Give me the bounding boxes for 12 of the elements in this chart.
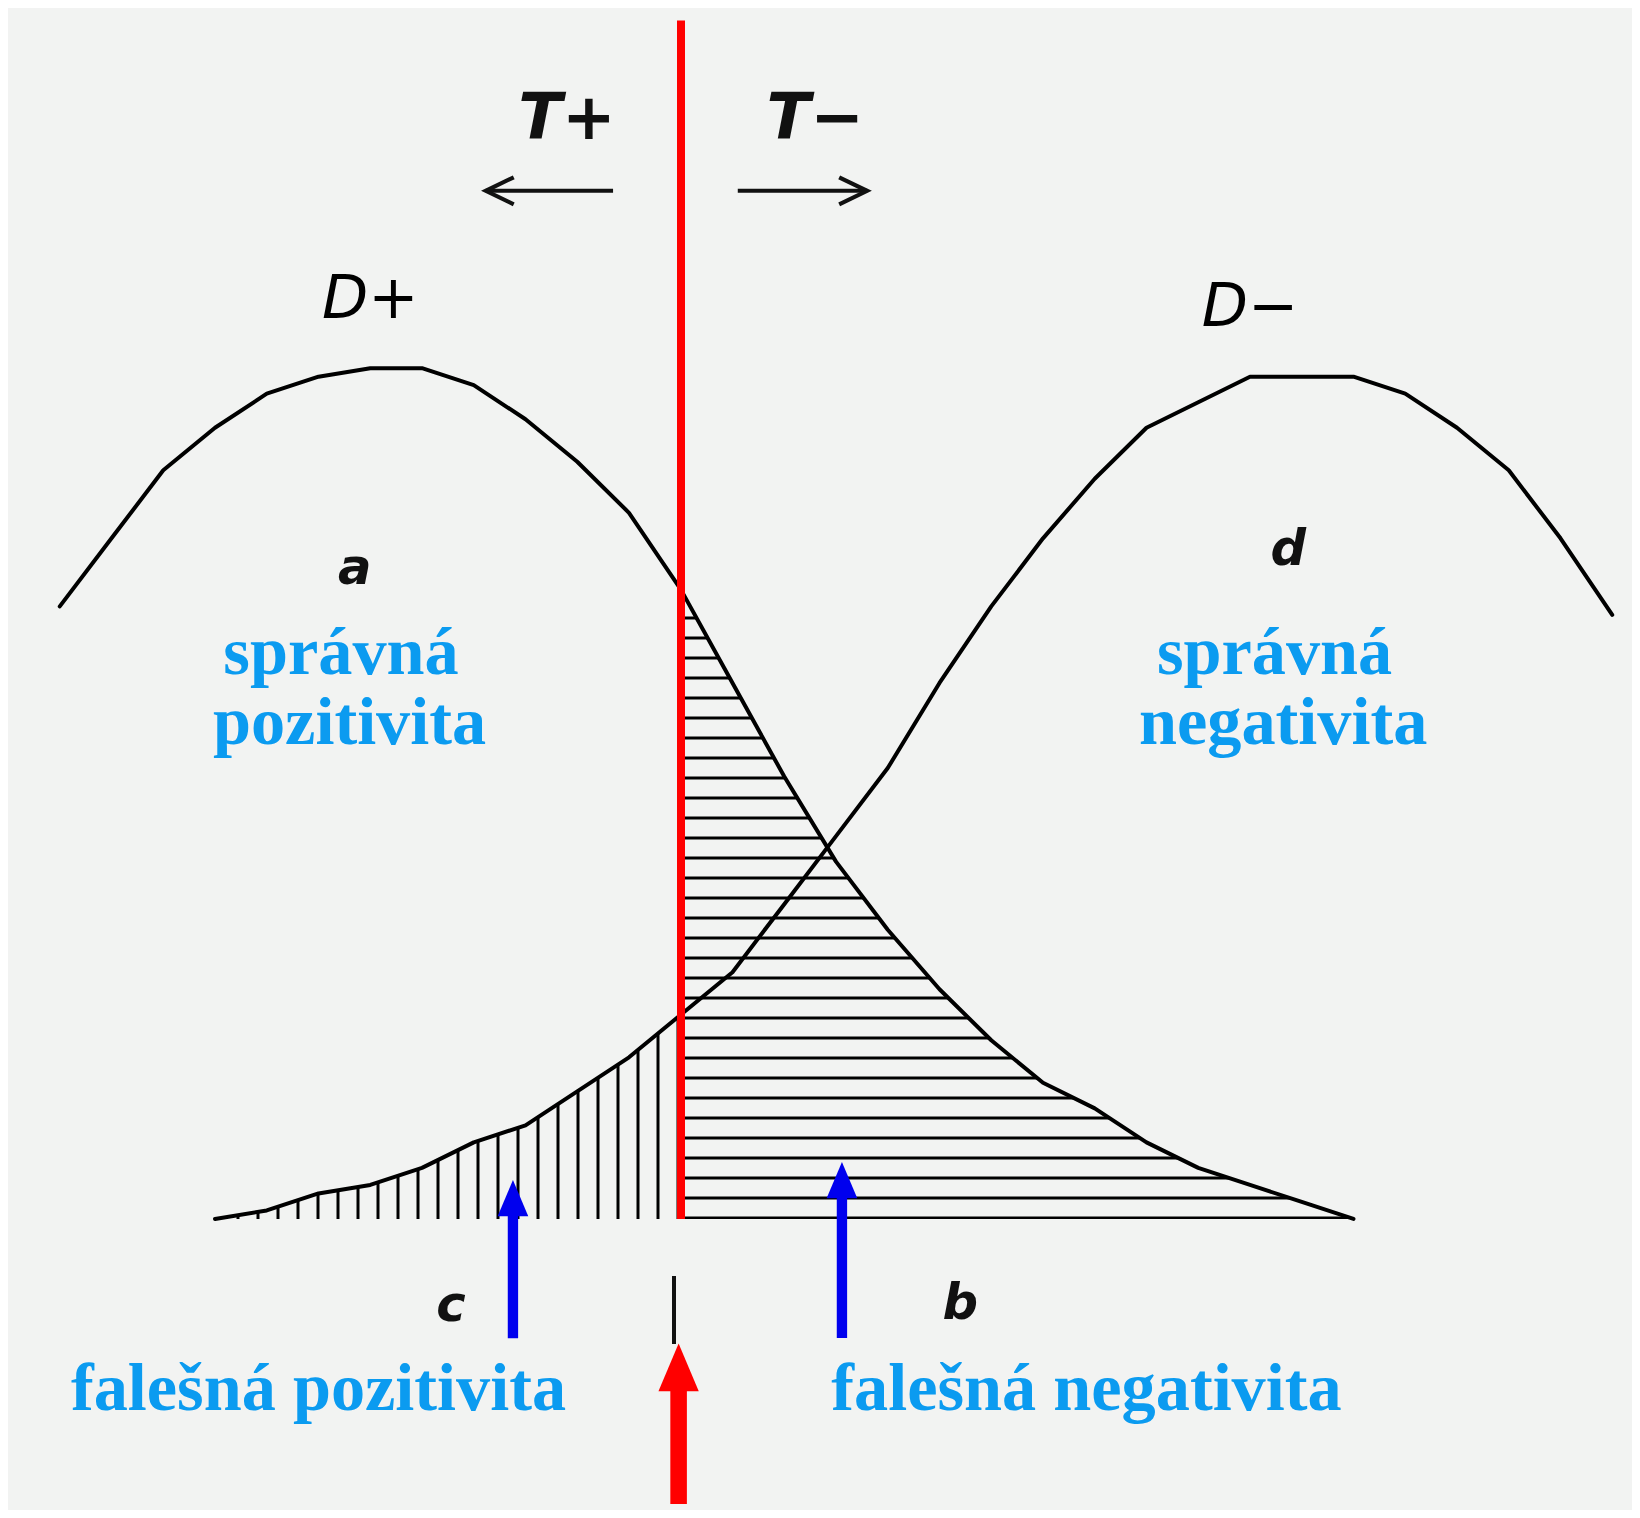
text: falešná negativita [831, 1348, 1342, 1425]
annotation: správná pozitivita [212, 612, 487, 760]
annotation: d [1270, 519, 1307, 578]
series-label: D+ [322, 261, 419, 332]
annotation: správná negativita [1138, 612, 1428, 760]
text: T− [766, 79, 865, 155]
annotation: a [337, 537, 372, 596]
text: c [436, 1274, 466, 1333]
text: b [942, 1272, 978, 1331]
series-label: D− [1201, 270, 1299, 341]
text: falešná pozitivita [70, 1348, 567, 1425]
text: T+ [518, 79, 616, 155]
